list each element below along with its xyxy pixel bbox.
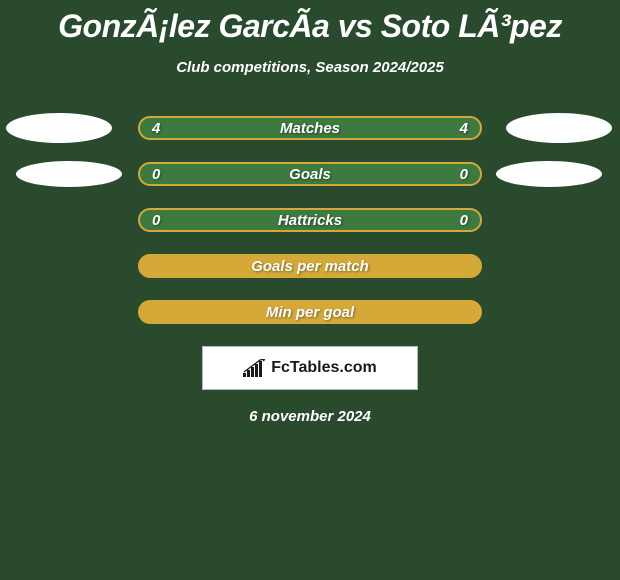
stat-left-value: 0 [152, 166, 160, 183]
stat-label: Hattricks [278, 212, 342, 229]
stat-label: Goals [289, 166, 331, 183]
stat-right-value: 0 [460, 166, 468, 183]
stat-label: Min per goal [266, 304, 354, 321]
stat-right-value: 0 [460, 212, 468, 229]
stats-rows: 4 Matches 4 0 Goals 0 0 Hattricks 0 Goal… [0, 116, 620, 324]
stat-row-goals: 0 Goals 0 [0, 162, 620, 186]
stat-row-goals-per-match: Goals per match [0, 254, 620, 278]
stat-left-value: 4 [152, 120, 160, 137]
logo-box: FcTables.com [202, 346, 418, 390]
stat-right-value: 4 [460, 120, 468, 137]
stat-bar: Goals per match [138, 254, 482, 278]
stat-row-matches: 4 Matches 4 [0, 116, 620, 140]
bars-icon [243, 359, 267, 377]
logo-text: FcTables.com [271, 359, 377, 377]
page-title: GonzÃ¡lez GarcÃ­a vs Soto LÃ³pez [0, 0, 620, 45]
ellipse-left-icon [16, 161, 122, 187]
stat-label: Matches [280, 120, 340, 137]
stat-bar: 0 Hattricks 0 [138, 208, 482, 232]
stat-bar: 0 Goals 0 [138, 162, 482, 186]
stat-bar: Min per goal [138, 300, 482, 324]
ellipse-left-icon [6, 113, 112, 143]
stat-bar: 4 Matches 4 [138, 116, 482, 140]
ellipse-right-icon [506, 113, 612, 143]
stat-row-hattricks: 0 Hattricks 0 [0, 208, 620, 232]
ellipse-right-icon [496, 161, 602, 187]
date-text: 6 november 2024 [0, 408, 620, 425]
stat-row-min-per-goal: Min per goal [0, 300, 620, 324]
stat-left-value: 0 [152, 212, 160, 229]
stat-label: Goals per match [251, 258, 369, 275]
subtitle: Club competitions, Season 2024/2025 [0, 59, 620, 76]
